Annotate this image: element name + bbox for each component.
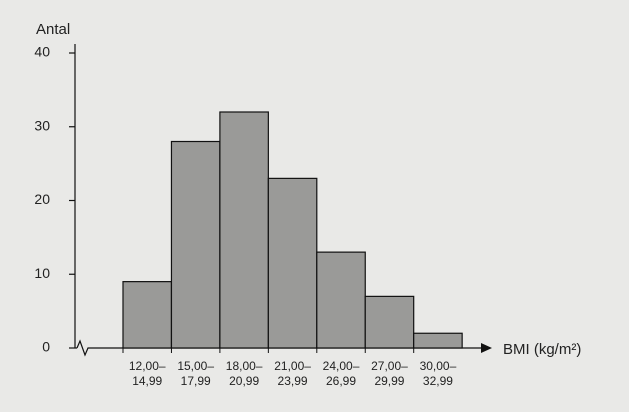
y-tick-label: 40 <box>34 44 50 60</box>
x-axis-label: BMI (kg/m²) <box>503 341 581 358</box>
bar <box>170 140 221 349</box>
bar <box>364 295 415 349</box>
x-tick-label-line: 21,00– <box>274 359 311 373</box>
x-tick-label-line: 29,99 <box>374 374 404 388</box>
x-tick-label: 12,00– 14,99 <box>129 359 166 388</box>
x-tick-label-line: 20,99 <box>229 374 259 388</box>
bar <box>219 111 269 349</box>
y-tick-label: 30 <box>34 117 50 133</box>
y-tick-label: 20 <box>34 191 50 207</box>
x-tick-label-line: 18,00– <box>226 359 263 373</box>
bar <box>413 332 463 349</box>
x-tick-label: 15,00– 17,99 <box>177 359 214 388</box>
bar <box>122 281 173 349</box>
x-tick-label-line: 30,00– <box>420 359 457 373</box>
y-axis-label: Antal <box>36 21 70 38</box>
bar <box>267 177 318 349</box>
x-tick-label-line: 14,99 <box>132 374 162 388</box>
x-tick-label: 27,00– 29,99 <box>371 359 408 388</box>
x-tick-label-line: 24,00– <box>323 359 360 373</box>
x-tick-label-line: 17,99 <box>181 374 211 388</box>
y-tick-label: 0 <box>42 339 50 355</box>
x-tick-label: 24,00– 26,99 <box>323 359 360 388</box>
x-tick-label-line: 32,99 <box>423 374 453 388</box>
bar <box>316 251 366 349</box>
x-tick-label-line: 15,00– <box>177 359 214 373</box>
x-tick-label: 30,00– 32,99 <box>420 359 457 388</box>
x-axis-arrow <box>481 343 492 353</box>
x-tick-label-line: 27,00– <box>371 359 408 373</box>
x-tick-label-line: 26,99 <box>326 374 356 388</box>
x-tick-label-line: 12,00– <box>129 359 166 373</box>
y-tick-label: 10 <box>34 265 50 281</box>
x-tick-label: 18,00– 20,99 <box>226 359 263 388</box>
x-tick-label-line: 23,99 <box>278 374 308 388</box>
x-tick-label: 21,00– 23,99 <box>274 359 311 388</box>
